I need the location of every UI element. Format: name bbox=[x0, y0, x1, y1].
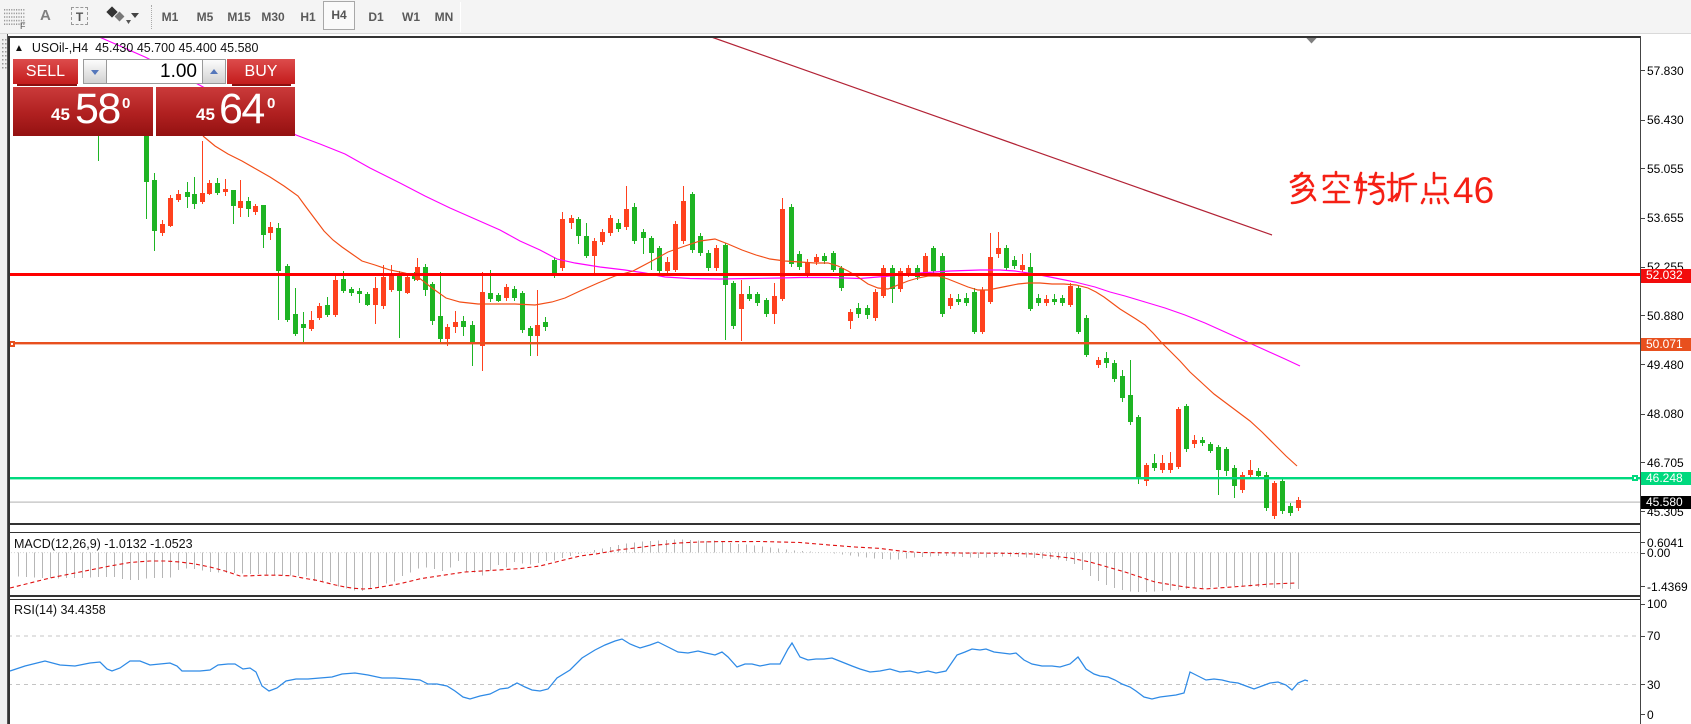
svg-text:46: 46 bbox=[1453, 170, 1494, 211]
svg-text:F: F bbox=[20, 21, 26, 31]
